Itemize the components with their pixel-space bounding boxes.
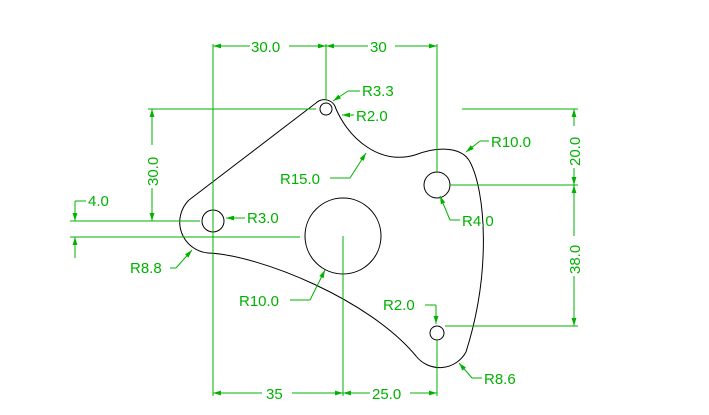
callout-bottom-hole-radius: R2.0	[383, 297, 415, 314]
dim-right-vertical-upper: 20.0	[567, 137, 584, 166]
dim-bottom-right-horizontal: 25.0	[372, 386, 401, 403]
bottom-hole	[429, 325, 445, 341]
callout-bottom-boss-radius: R8.6	[484, 371, 516, 388]
right-boss-arc	[414, 148, 471, 163]
callout-right-hole-radius: R4.0	[462, 213, 494, 230]
callout-right-boss-radius: R10.0	[491, 134, 531, 151]
right-hole	[423, 171, 451, 199]
dim-top-left-horizontal: 30.0	[251, 39, 280, 56]
right-edge	[465, 161, 484, 353]
top-hole	[319, 102, 333, 116]
dimension-lines	[70, 43, 578, 396]
upper-left-edge	[188, 102, 317, 201]
bottom-boss-arc	[415, 351, 467, 369]
lower-edge	[207, 252, 417, 357]
callout-center-hole-radius: R10.0	[239, 293, 279, 310]
top-fillet-arc	[315, 99, 337, 110]
dim-left-small-offset: 4.0	[88, 193, 109, 210]
dim-left-vertical-upper: 30.0	[145, 157, 162, 186]
callout-left-boss-radius: R8.8	[130, 260, 162, 277]
concave-arc	[335, 108, 416, 158]
left-boss-arc	[179, 199, 209, 254]
callout-concave-arc-radius: R15.0	[280, 171, 320, 188]
part-outline	[179, 99, 484, 369]
dim-right-vertical-lower: 38.0	[567, 245, 584, 274]
callout-left-hole-radius: R3.0	[247, 210, 279, 227]
callout-top-hole-radius: R3.3	[362, 83, 394, 100]
dimension-labels: 30.0 30 35 25.0 4.0 30.0 20.0 38.0 R3.3 …	[88, 39, 584, 403]
callout-top-fillet-radius: R2.0	[356, 108, 388, 125]
dim-top-right-horizontal: 30	[370, 39, 387, 56]
dim-bottom-left-horizontal: 35	[266, 386, 283, 403]
